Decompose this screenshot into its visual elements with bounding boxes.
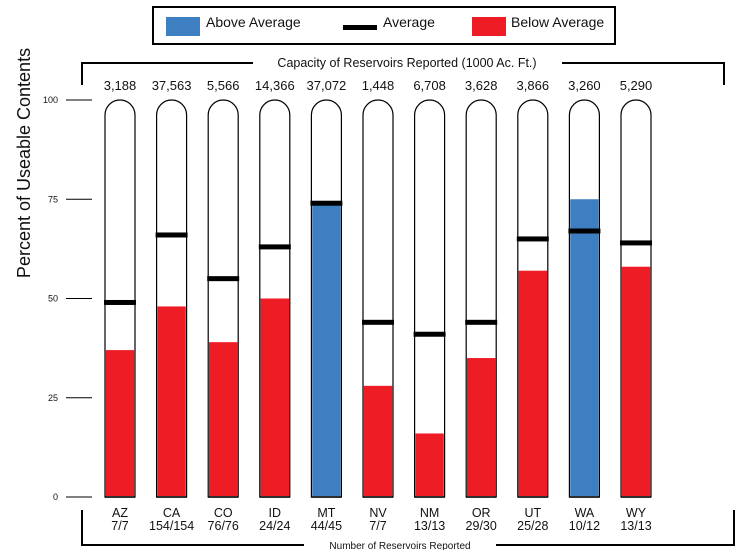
capacity-label: 6,708 [413,78,446,93]
average-marker [620,240,652,246]
category-label: WY [626,506,647,520]
category-label: CA [163,506,181,520]
bar-value [621,266,651,496]
bar-value [260,298,289,496]
top-bracket-label: Capacity of Reservoirs Reported (1000 Ac… [277,56,536,70]
y-tick-label: 50 [48,294,58,304]
capacity-label: 1,448 [362,78,395,93]
bar-value [105,350,135,496]
legend-above-label: Above Average [206,14,301,30]
average-marker [516,236,549,242]
capacity-label: 3,628 [465,78,498,93]
bar-value [570,199,599,496]
legend-box [152,6,616,45]
legend-average-label: Average [383,14,435,30]
capacity-label: 3,188 [104,78,137,93]
reservoirs-label: 7/7 [111,519,128,533]
category-label: CO [214,506,233,520]
legend-above-swatch [166,17,200,36]
category-label: NV [369,506,387,520]
average-marker [258,244,291,250]
reservoirs-label: 25/28 [517,519,548,533]
reservoirs-label: 29/30 [466,519,497,533]
capacity-label: 37,072 [307,78,347,93]
capacity-label: 14,366 [255,78,295,93]
legend: Above Average Average Below Average [152,6,616,45]
reservoirs-label: 76/76 [208,519,239,533]
bar-group-az: 3,188 AZ7/7 [104,78,137,533]
bar-value [415,433,444,496]
average-marker [362,319,394,325]
bottom-bracket: Number of Reservoirs Reported [81,510,735,550]
capacity-label: 37,563 [152,78,192,93]
category-label: UT [524,506,541,520]
reservoirs-label: 154/154 [149,519,194,533]
average-marker [104,299,136,305]
reservoirs-label: 7/7 [369,519,386,533]
bar-value [157,306,186,496]
reservoirs-label: 10/12 [569,519,600,533]
reservoirs-label: 13/13 [620,519,651,533]
bar-value [467,358,496,496]
bar-value [518,270,547,496]
y-tick-label: 75 [48,194,58,204]
y-axis: 0 25 50 75 100 [43,95,92,502]
bar-value [363,385,393,496]
bars: 3,188AZ7/737,563CA154/1545,566CO76/7614,… [104,78,653,533]
capacity-label: 5,290 [620,78,653,93]
category-label: AZ [112,506,128,520]
y-tick-label: 25 [48,393,58,403]
category-label: ID [269,506,282,520]
y-axis-label: Percent of Useable Contents [14,48,34,278]
reservoirs-label: 13/13 [414,519,445,533]
average-marker [310,200,343,206]
bottom-bracket-label: Number of Reservoirs Reported [329,541,470,550]
bar-value [312,203,341,496]
average-marker [568,228,601,234]
legend-below-swatch [472,17,506,36]
legend-below-label: Below Average [511,14,604,30]
bar-column [414,99,446,498]
reservoirs-label: 44/45 [311,519,342,533]
average-marker [155,232,188,238]
capacity-label: 3,260 [568,78,601,93]
top-bracket: Capacity of Reservoirs Reported (1000 Ac… [81,56,725,85]
bar-group-nv: 1,448 NV7/7 [362,78,395,533]
y-tick-label: 0 [53,492,58,502]
capacity-label: 5,566 [207,78,240,93]
category-label: MT [317,506,335,520]
average-marker [465,319,498,325]
bar-value [209,342,238,496]
y-tick-label: 100 [43,95,58,105]
average-marker [207,276,240,282]
category-label: NM [420,506,439,520]
category-label: WA [575,506,595,520]
average-marker [413,331,446,337]
reservoirs-label: 24/24 [259,519,290,533]
legend-average-swatch [343,25,377,30]
category-label: OR [472,506,491,520]
capacity-label: 3,866 [517,78,550,93]
